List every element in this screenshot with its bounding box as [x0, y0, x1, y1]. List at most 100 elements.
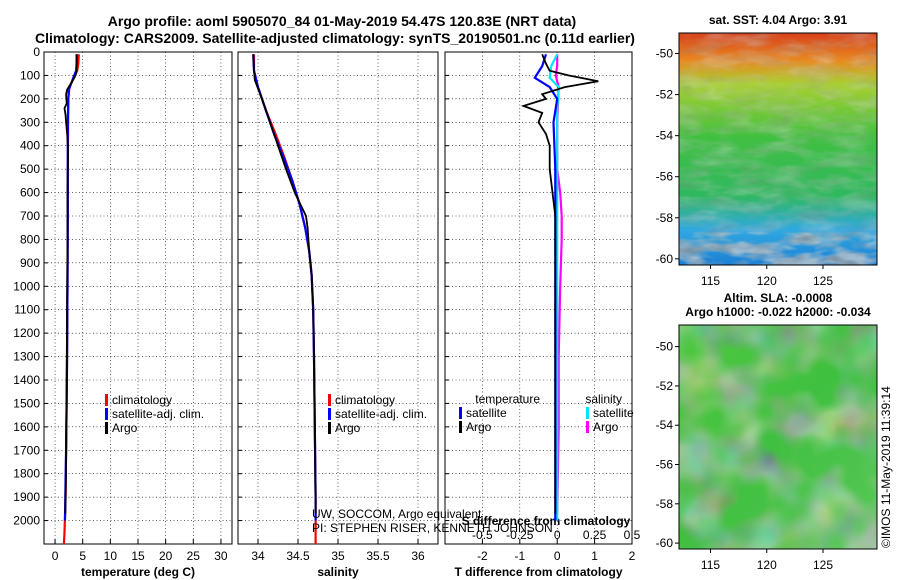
x-axis-label: salinity [317, 565, 359, 579]
depth-tick-label: 1200 [13, 326, 40, 340]
sal-argo-diff-line [554, 54, 563, 514]
depth-tick-label: 200 [20, 92, 40, 106]
x-tick-label: 34 [251, 549, 265, 563]
x-tick-label: 35 [331, 549, 345, 563]
profile-panels: 0100200300400500600700800900100011001200… [13, 45, 640, 579]
legend-argo-label: Argo [112, 421, 138, 435]
legend-sal-satellite-swatch [586, 407, 589, 419]
sal-satellite-diff-line [548, 53, 560, 521]
x-tick-label: -2 [477, 549, 488, 563]
legend-climatology-label: climatology [112, 393, 172, 407]
map-frame [678, 324, 878, 550]
imos-credit: ©IMOS 11-May-2019 11:39:14 [879, 386, 893, 548]
sst-cold-patches [679, 232, 877, 265]
sal-diff-tick-label: -0.25 [506, 528, 534, 542]
depth-tick-label: 300 [20, 115, 40, 129]
profile-panel-3: -2 -1 0 1 2 -0.5 -0.25 0 0.25 0.5S difference fro… [444, 51, 641, 579]
lat-tick-label: -60 [656, 536, 674, 550]
depth-tick-label: 2000 [13, 514, 40, 528]
sal-diff-tick-label: 0.25 [583, 528, 607, 542]
x-tick-label: 34.5 [286, 549, 310, 563]
legend-sal-argo-swatch [586, 421, 589, 433]
x-tick-label: 30 [214, 549, 228, 563]
profile-panel-2: 34 34.5 35 35.5 36salinityclimatologysatelli… [237, 51, 553, 579]
legend-satellite-adj-label: satellite-adj. clim. [335, 407, 427, 421]
map-frame [678, 32, 878, 266]
legend-sal-satellite-label: satellite [593, 406, 634, 420]
depth-tick-label: 600 [20, 186, 40, 200]
legend-temp-argo-label: Argo [466, 420, 492, 434]
depth-tick-label: 1800 [13, 467, 40, 481]
lat-tick-label: -52 [656, 379, 674, 393]
map-title-2: Argo h1000: -0.022 h2000: -0.034 [685, 305, 871, 319]
depth-tick-label: 1700 [13, 443, 40, 457]
lon-tick-label: 125 [813, 274, 833, 288]
map-title-1: sat. SST: 4.04 Argo: 3.91 [709, 13, 848, 27]
title-line-1: Argo profile: aoml 5905070_84 01-May-201… [108, 13, 576, 29]
legend-salinity-heading: salinity [585, 392, 622, 406]
x-tick-label: 36 [411, 549, 425, 563]
legend-argo-label: Argo [335, 421, 361, 435]
attribution-line-1: UW, SOCCOM, Argo equivalent [312, 507, 482, 521]
x-tick-label: 5 [79, 549, 86, 563]
depth-tick-label: 1400 [13, 373, 40, 387]
depth-tick-label: 900 [20, 256, 40, 270]
depth-tick-label: 0 [33, 45, 40, 59]
lat-tick-label: -50 [656, 340, 674, 354]
depth-tick-label: 1500 [13, 396, 40, 410]
depth-tick-label: 100 [20, 68, 40, 82]
temp-satellite-diff-line [533, 53, 559, 521]
lat-tick-label: -58 [656, 211, 674, 225]
x-tick-label: 2 [629, 549, 636, 563]
depth-tick-label: 400 [20, 139, 40, 153]
lon-tick-label: 125 [813, 558, 833, 572]
lat-tick-label: -58 [656, 497, 674, 511]
legend-temperature-heading: temperature [475, 392, 540, 406]
lon-tick-label: 120 [757, 558, 777, 572]
depth-tick-label: 700 [20, 209, 40, 223]
figure-titles: Argo profile: aoml 5905070_84 01-May-201… [35, 13, 635, 46]
x-tick-label: 35.5 [366, 549, 390, 563]
lat-tick-label: -60 [656, 252, 674, 266]
profile-panel-1: 0100200300400500600700800900100011001200… [13, 45, 233, 579]
legend-argo-swatch [105, 422, 108, 434]
satellite-adj-clim-line [252, 54, 317, 521]
depth-tick-label: 500 [20, 162, 40, 176]
sst-map: sat. SST: 4.04 Argo: 3.91 -50 -52 -54 -56 -58… [656, 13, 878, 288]
attribution-line-2: PI: STEPHEN RISER, KENNETH JOHNSON [312, 521, 553, 535]
panel-frame [237, 51, 439, 545]
sal-diff-tick-label: 0 [554, 528, 561, 542]
lat-tick-label: -54 [656, 418, 674, 432]
lon-tick-label: 115 [701, 274, 720, 288]
sal-diff-tick-label: -0.5 [472, 528, 493, 542]
lat-tick-label: -56 [656, 458, 674, 472]
depth-tick-label: 1000 [13, 279, 40, 293]
argo-line [252, 54, 317, 514]
lat-tick-label: -52 [656, 88, 674, 102]
x-axis-label: temperature (deg C) [81, 565, 195, 579]
x-tick-label: 25 [187, 549, 201, 563]
depth-tick-label: 1600 [13, 420, 40, 434]
legend-argo-swatch [328, 422, 331, 434]
depth-tick-label: 1900 [13, 490, 40, 504]
x-tick-label: 10 [104, 549, 118, 563]
lat-tick-label: -56 [656, 170, 674, 184]
panel-frame [444, 51, 633, 545]
temp-argo-diff-line [520, 53, 599, 514]
depth-tick-label: 800 [20, 232, 40, 246]
sal-diff-axis-label: S difference from climatology [462, 514, 631, 528]
map-title-1: Altim. SLA: -0.0008 [724, 291, 833, 305]
legend-climatology-swatch [105, 394, 108, 406]
legend-temp-argo-swatch [459, 421, 462, 433]
map-panels: sat. SST: 4.04 Argo: 3.91 -50 -52 -54 -56 -58… [656, 13, 893, 572]
argo-line [63, 54, 78, 514]
legend-temp-satellite-swatch [459, 407, 462, 419]
x-tick-label: 0 [554, 549, 561, 563]
legend-climatology-label: climatology [335, 393, 395, 407]
x-tick-label: 20 [159, 549, 173, 563]
legend-temp-satellite-label: satellite [466, 406, 507, 420]
x-tick-label: -1 [514, 549, 525, 563]
